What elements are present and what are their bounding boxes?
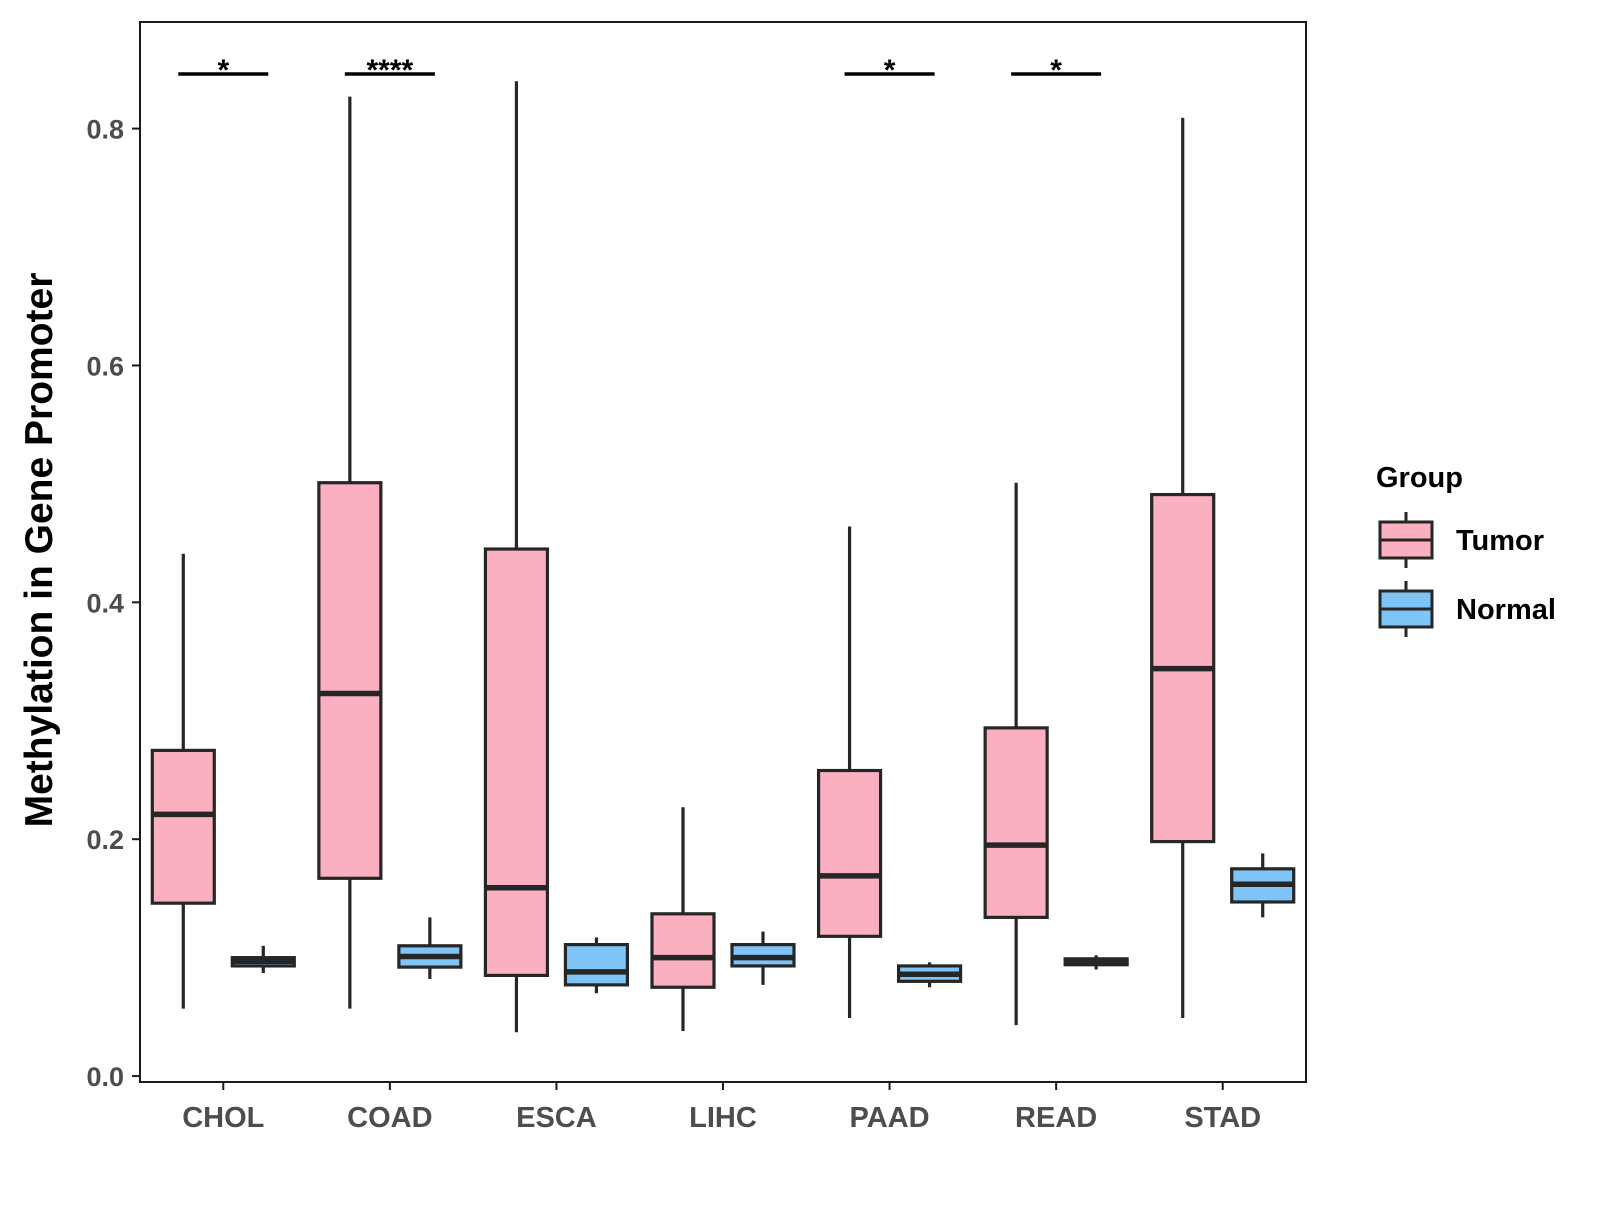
significance-label: **** [367,54,414,87]
box-tumor-read [983,482,1049,1026]
plot-panel [139,21,1307,1083]
significance-annotations: * **** * * [178,54,1102,87]
box-tumor-coad [317,96,383,1009]
box-tumor-lihc [650,807,716,1032]
y-tick-label: 0.6 [86,351,124,381]
significance-chol: * [178,54,269,87]
boxes [150,81,1296,1033]
legend-label: Normal [1456,594,1556,626]
box-normal-paad [896,962,963,988]
box-iqr [650,912,716,989]
y-tick-label: 0.0 [86,1062,124,1092]
x-tick-label: STAD [1184,1102,1261,1134]
legend: Group Tumor Normal [1376,462,1556,637]
box-normal-read [1063,955,1129,970]
significance-label: * [1050,54,1062,87]
legend-title: Group [1376,462,1463,494]
box-iqr [983,726,1049,919]
legend-label: Tumor [1456,525,1544,557]
box-iqr [317,481,383,880]
box-tumor-stad [1150,117,1216,1019]
legend-item-normal: Normal [1378,581,1556,637]
box-normal-stad [1230,853,1296,918]
box-normal-esca [563,937,630,994]
box-normal-lihc [730,931,796,985]
plot-border [139,21,1307,1083]
significance-paad: * [844,54,935,87]
x-tick-label: ESCA [516,1102,597,1134]
box-iqr [816,768,883,938]
legend-item-tumor: Tumor [1378,512,1544,568]
box-iqr [150,748,216,905]
y-axis: 0.0 0.2 0.4 0.6 0.8 [86,115,140,1092]
box-tumor-paad [816,526,883,1019]
box-normal-chol [230,945,296,974]
significance-read: * [1011,54,1102,87]
significance-label: * [884,54,896,87]
box-iqr [483,547,550,978]
x-tick-label: LIHC [689,1102,757,1134]
significance-coad: **** [344,54,435,87]
y-axis-title: Methylation in Gene Promoter [18,273,61,828]
box-tumor-chol [150,553,216,1009]
box-iqr [563,943,630,987]
box-tumor-esca [483,81,550,1033]
x-tick-label: PAAD [850,1102,930,1134]
box-normal-coad [397,917,463,979]
x-tick-label: COAD [347,1102,432,1134]
significance-label: * [217,54,229,87]
x-axis: CHOL COAD ESCA LIHC PAAD READ STAD [182,1082,1261,1134]
y-tick-label: 0.4 [86,588,124,618]
y-tick-label: 0.8 [86,115,124,145]
y-tick-label: 0.2 [86,825,124,855]
x-tick-label: READ [1015,1102,1097,1134]
x-tick-label: CHOL [182,1102,264,1134]
